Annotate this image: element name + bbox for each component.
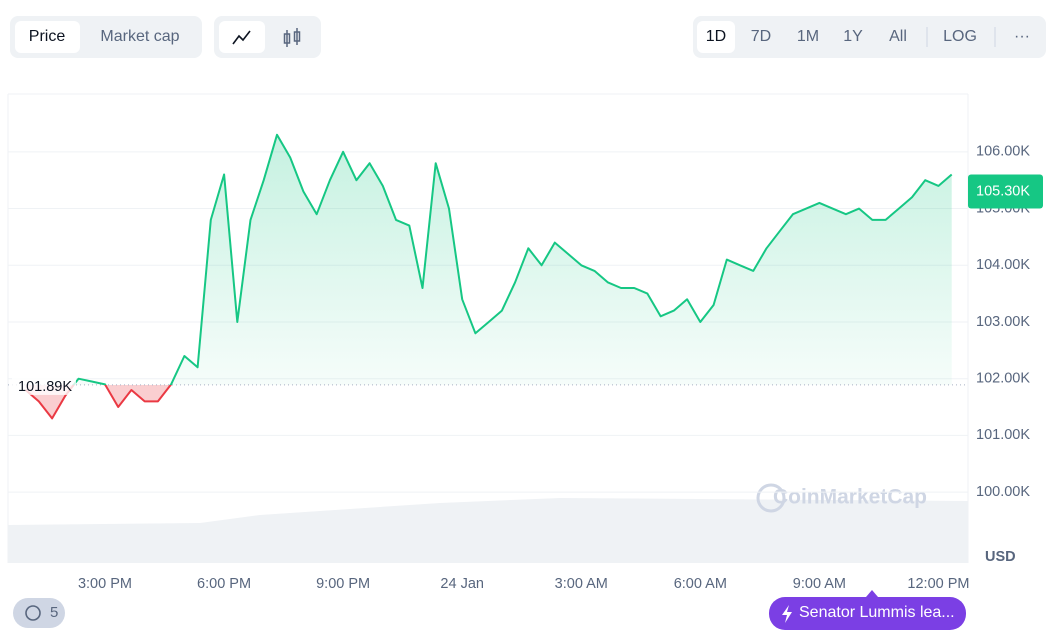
range-button[interactable]: 1M <box>797 28 819 45</box>
last-price-badge <box>968 174 1043 209</box>
y-tick-label: 101.00K <box>976 427 1030 443</box>
news-pointer <box>866 590 878 597</box>
range-active[interactable] <box>697 21 735 53</box>
news-text[interactable]: Senator Lummis lea... <box>799 604 955 621</box>
history-badge[interactable] <box>13 598 65 628</box>
y-tick-label: 106.00K <box>976 144 1030 160</box>
y-tick-label: 100.00K <box>976 484 1030 500</box>
history-icon <box>25 605 41 621</box>
y-tick-label: 102.00K <box>976 371 1030 387</box>
reference-label: 101.89K <box>18 379 72 395</box>
price-line <box>24 133 953 420</box>
last-price-label: 105.30K <box>976 183 1030 199</box>
history-count[interactable]: 5 <box>50 604 58 621</box>
range-group <box>693 16 1046 58</box>
watermark: CoinMarketCap <box>773 486 927 509</box>
tab[interactable]: Price <box>29 28 66 45</box>
more-button[interactable]: ··· <box>1014 28 1030 45</box>
x-tick-label: 3:00 PM <box>78 576 132 592</box>
price-area <box>25 134 952 419</box>
tab[interactable]: Market cap <box>100 28 179 45</box>
range-button[interactable]: 1D <box>706 28 726 45</box>
range-button[interactable]: LOG <box>943 28 977 45</box>
watermark-logo <box>756 483 786 513</box>
line-icon <box>232 30 251 45</box>
x-tick-label: 9:00 PM <box>316 576 370 592</box>
currency-label: USD <box>985 549 1016 565</box>
x-tick-label: 24 Jan <box>440 576 484 592</box>
x-tick-label: 12:00 PM <box>907 576 969 592</box>
range-button[interactable]: 1Y <box>843 28 863 45</box>
range-button[interactable]: 7D <box>751 28 771 45</box>
y-tick-label: 104.00K <box>976 257 1030 273</box>
news-icon <box>782 605 792 623</box>
y-tick-label: 103.00K <box>976 314 1030 330</box>
x-tick-label: 6:00 AM <box>674 576 727 592</box>
tab-active[interactable] <box>15 21 80 53</box>
range-button[interactable]: All <box>889 28 907 45</box>
news-badge[interactable] <box>769 597 966 630</box>
candle-icon[interactable] <box>283 28 301 47</box>
reference-label-bg <box>12 374 76 395</box>
line-button[interactable] <box>219 21 265 53</box>
x-tick-label: 6:00 PM <box>197 576 251 592</box>
x-tick-label: 9:00 AM <box>793 576 846 592</box>
volume-area <box>8 498 968 563</box>
x-tick-label: 3:00 AM <box>555 576 608 592</box>
